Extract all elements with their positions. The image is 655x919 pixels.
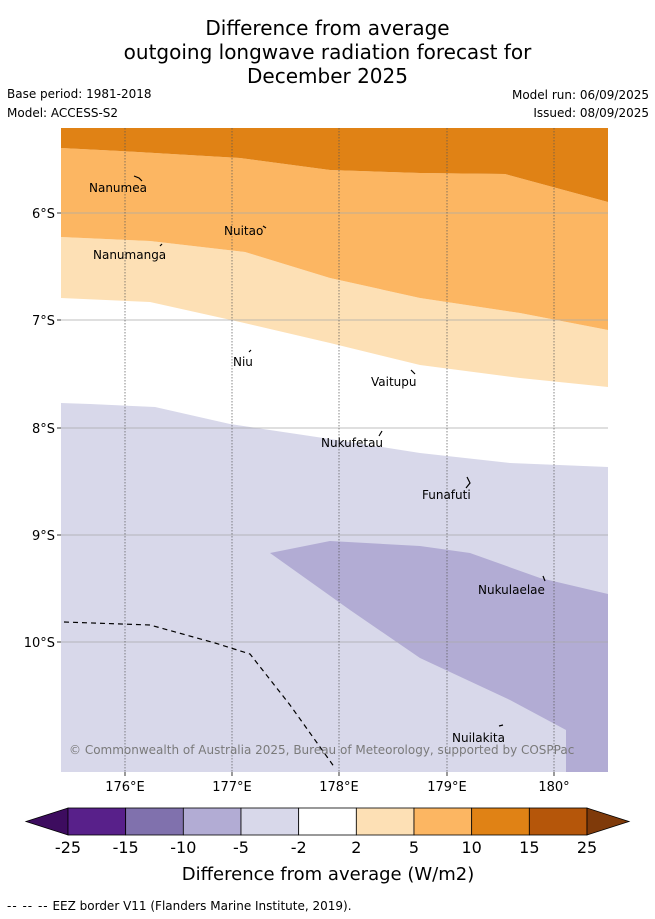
lat-labels: 6°S 7°S 8°S 9°S 10°S bbox=[24, 207, 55, 651]
colorbar-tick-label: -2 bbox=[291, 838, 307, 857]
colorbar-segment bbox=[182, 807, 242, 836]
place-label-vaitupu: Vaitupu bbox=[371, 375, 417, 389]
title-line-2: outgoing longwave radiation forecast for bbox=[123, 40, 532, 64]
colorbar-tick-label: -5 bbox=[233, 838, 249, 857]
nanumea-atoll bbox=[133, 175, 143, 182]
lat-gridlines bbox=[61, 212, 608, 643]
nuitao-atoll bbox=[262, 225, 267, 229]
axis-ticks bbox=[57, 212, 555, 776]
lon-label-176e: 176°E bbox=[105, 780, 145, 795]
niu-atoll bbox=[248, 349, 252, 353]
copyright-notice: © Commonwealth of Australia 2025, Bureau… bbox=[69, 743, 574, 757]
colorbar-segment bbox=[240, 807, 300, 836]
lat-label-6s: 6°S bbox=[32, 207, 55, 222]
anomaly-band-10-15 bbox=[61, 128, 608, 202]
lat-label-10s: 10°S bbox=[24, 636, 55, 651]
colorbar-tick-label: 25 bbox=[577, 838, 597, 857]
lat-label-7s: 7°S bbox=[32, 314, 55, 329]
colorbar-segment bbox=[528, 807, 588, 836]
colorbar-tick-label: -25 bbox=[55, 838, 81, 857]
island-shapes bbox=[133, 175, 546, 727]
footer-text: EEZ border V11 (Flanders Marine Institut… bbox=[52, 899, 352, 913]
lon-label-179e: 179°E bbox=[427, 780, 467, 795]
eez-dash-sample: -- -- -- bbox=[7, 899, 49, 913]
base-period: Base period: 1981-2018 bbox=[7, 87, 152, 101]
title-line-3: December 2025 bbox=[247, 64, 408, 88]
place-label-nanumea: Nanumea bbox=[89, 181, 147, 195]
model-run: Model run: 06/09/2025 bbox=[511, 88, 649, 102]
colorbar-segment bbox=[355, 807, 415, 836]
anomaly-band-5-10 bbox=[61, 148, 608, 330]
lon-gridlines bbox=[124, 128, 555, 772]
anomaly-band-2-5 bbox=[61, 237, 608, 387]
anomaly-band-neg5-neg10 bbox=[270, 541, 608, 772]
colorbar-segment bbox=[67, 807, 127, 836]
chart-title: Difference from average outgoing longwav… bbox=[0, 16, 655, 88]
colorbar-tick-label: 10 bbox=[461, 838, 481, 857]
colorbar-label: Difference from average (W/m2) bbox=[182, 864, 474, 885]
colorbar-tick-label: -10 bbox=[170, 838, 196, 857]
model-name: Model: ACCESS-S2 bbox=[7, 106, 119, 120]
colorbar-tick-label: 5 bbox=[409, 838, 419, 857]
nukulaelae-atoll bbox=[542, 575, 546, 582]
colorbar-segment bbox=[413, 807, 473, 836]
place-label-nuitao: Nuitao bbox=[224, 224, 263, 238]
colorbar: -25 -15 -10 -5 -2 2 5 10 15 25 bbox=[24, 807, 631, 857]
lon-labels: 176°E 177°E 178°E 179°E 180° bbox=[105, 780, 569, 795]
place-label-nanumanga: Nanumanga bbox=[93, 248, 166, 262]
colorbar-segment bbox=[298, 807, 357, 836]
place-label-nuilakita: Nuilakita bbox=[452, 731, 505, 745]
nanumanga-atoll bbox=[159, 243, 163, 247]
nuilakita-atoll bbox=[498, 724, 504, 727]
place-label-niu: Niu bbox=[233, 355, 253, 369]
place-label-funafuti: Funafuti bbox=[422, 488, 471, 502]
colorbar-extend-high bbox=[586, 807, 631, 836]
funafuti-atoll bbox=[465, 476, 471, 489]
vaitupu-atoll bbox=[410, 369, 416, 375]
place-labels: Nanumea Nuitao Nanumanga Niu Vaitupu Nuk… bbox=[89, 181, 545, 745]
colorbar-tick-label: -15 bbox=[113, 838, 139, 857]
title-line-1: Difference from average bbox=[205, 16, 450, 40]
colorbar-tick-label: 2 bbox=[351, 838, 361, 857]
footer-legend: -- -- -- EEZ border V11 (Flanders Marine… bbox=[7, 899, 352, 913]
colorbar-segment bbox=[471, 807, 530, 836]
lat-label-9s: 9°S bbox=[32, 529, 55, 544]
place-label-nukufetau: Nukufetau bbox=[321, 436, 383, 450]
eez-border bbox=[63, 621, 336, 769]
lon-label-180: 180° bbox=[538, 780, 569, 795]
lon-label-177e: 177°E bbox=[212, 780, 252, 795]
colorbar-extend-low bbox=[24, 807, 69, 836]
colorbar-segment bbox=[125, 807, 184, 836]
nukufetau-atoll bbox=[378, 430, 383, 437]
lat-label-8s: 8°S bbox=[32, 422, 55, 437]
issued-date: Issued: 08/09/2025 bbox=[533, 106, 649, 120]
colorbar-tick-label: 15 bbox=[519, 838, 539, 857]
lon-label-178e: 178°E bbox=[319, 780, 359, 795]
place-label-nukulaelae: Nukulaelae bbox=[478, 583, 545, 597]
